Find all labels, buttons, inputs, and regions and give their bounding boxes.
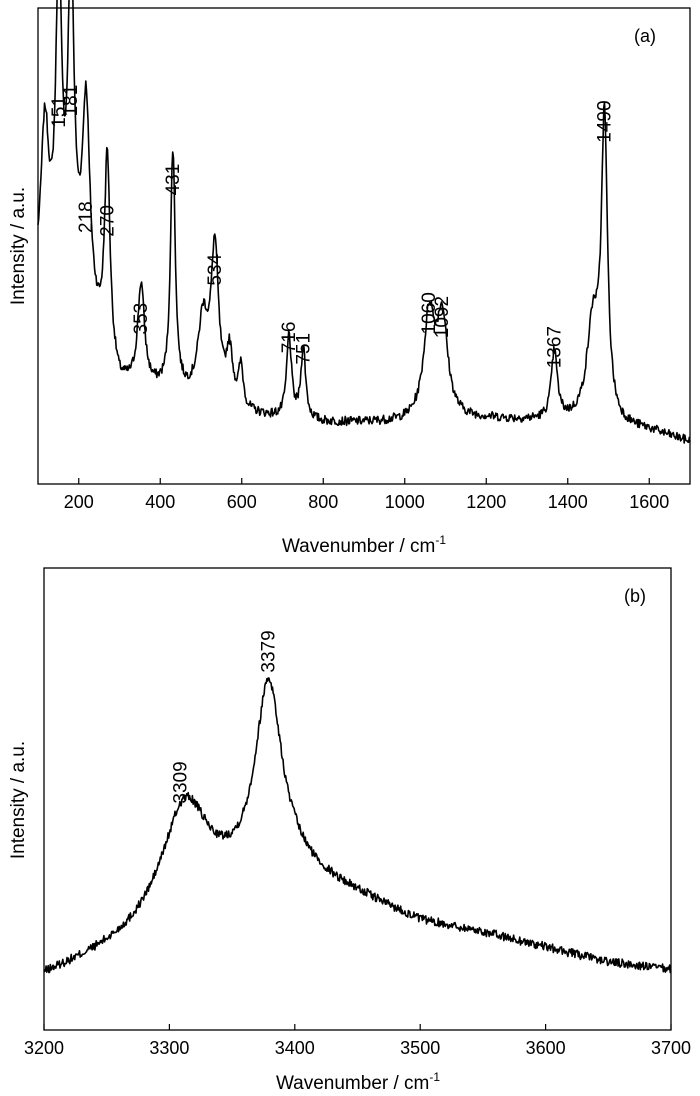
panel-b-plot-frame bbox=[43, 567, 672, 1031]
panel-a-peak-label-1367: 1367 bbox=[544, 326, 565, 368]
panel-a-peak-label-151: 151 bbox=[49, 96, 70, 128]
panel-b-label: (b) bbox=[624, 586, 646, 606]
panel-a-spectrum-line bbox=[37, 0, 691, 444]
panel-b-spectrum-line bbox=[43, 677, 672, 974]
panel-b-peak-labels: 3309 3379 bbox=[171, 630, 280, 803]
panel-b-x-tick-label: 3600 bbox=[526, 1038, 566, 1058]
panel-a-x-tick-label: 1400 bbox=[548, 492, 588, 512]
panel-a-x-tick-label: 400 bbox=[145, 492, 175, 512]
panel-a-y-axis-title: Intensity / a.u. bbox=[8, 187, 29, 305]
panel-b-x-axis: 3200 3300 3400 3500 3600 3700 bbox=[24, 1024, 691, 1058]
panel-a-x-axis-title: Wavenumber / cm-1 bbox=[282, 533, 446, 557]
panel-b-peak-label-3379: 3379 bbox=[259, 630, 280, 672]
panel-a-plot-frame bbox=[37, 7, 691, 485]
panel-b-x-tick-label: 3500 bbox=[400, 1038, 440, 1058]
panel-b-x-tick-label: 3400 bbox=[275, 1038, 315, 1058]
panel-a-label: (a) bbox=[634, 26, 656, 46]
panel-a-x-tick-label: 200 bbox=[64, 492, 94, 512]
panel-b-peak-label-3309: 3309 bbox=[171, 761, 192, 803]
panel-a-peak-label-1490: 1490 bbox=[594, 100, 615, 142]
panel-a-peak-label-1060: 1060 bbox=[419, 292, 440, 334]
panel-a-x-tick-label: 1600 bbox=[629, 492, 669, 512]
panel-b-y-axis-title: Intensity / a.u. bbox=[8, 741, 29, 859]
panel-a-peak-label-716: 716 bbox=[279, 322, 300, 354]
panel-a-peak-label-218: 218 bbox=[76, 201, 97, 233]
panel-a-peak-label-534: 534 bbox=[205, 253, 226, 285]
panel-a-x-tick-label: 600 bbox=[227, 492, 257, 512]
panel-a-x-tick-label: 1000 bbox=[385, 492, 425, 512]
panel-b-x-tick-label: 3200 bbox=[24, 1038, 64, 1058]
panel-a-peak-label-181: 181 bbox=[61, 85, 82, 117]
panel-a-peak-label-270: 270 bbox=[97, 205, 118, 237]
panel-a-x-tick-label: 800 bbox=[308, 492, 338, 512]
panel-a-peak-label-1092: 1092 bbox=[432, 296, 453, 338]
panel-b-chart: 3200 3300 3400 3500 3600 3700 3309 3379 (b) Wa… bbox=[8, 567, 691, 1094]
panel-a-peak-label-751: 751 bbox=[293, 333, 314, 365]
panel-a-peak-label-353: 353 bbox=[131, 303, 152, 335]
panel-a-x-axis: 200 400 600 800 1000 1200 1400 1600 bbox=[64, 478, 669, 512]
panel-b-x-tick-label: 3300 bbox=[149, 1038, 189, 1058]
panel-b-x-axis-title: Wavenumber / cm-1 bbox=[276, 1070, 440, 1094]
panel-b-x-tick-label: 3700 bbox=[651, 1038, 691, 1058]
panel-a-peak-label-431: 431 bbox=[163, 164, 184, 196]
panel-a-x-tick-label: 1200 bbox=[466, 492, 506, 512]
